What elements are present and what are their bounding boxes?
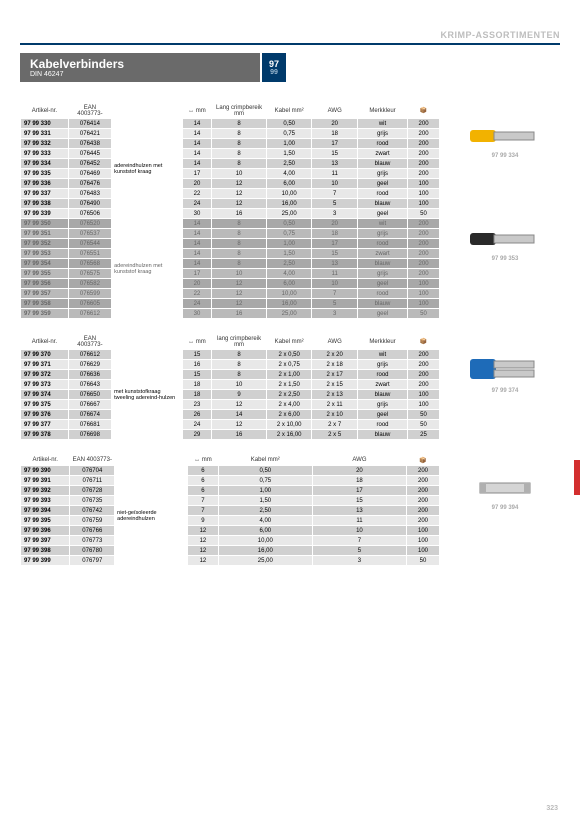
table-row: 97 99 35507657517104,0011grijs200 [21,269,440,279]
table-row: 97 99 339076506301625,003geel50 [21,209,440,219]
page-subtitle: DIN 46247 [30,71,250,78]
table-row: 97 99 3980767801216,005100 [21,546,440,556]
table-row: 97 99 3990767971225,00350 [21,556,440,566]
table-row: 97 99 3530765511481,5015zwart200 [21,249,440,259]
table-row: 97 99 37607667426142 x 6,002 x 10geel50 [21,410,440,420]
table-row: 97 99 3720766361582 x 1,002 x 17rood200 [21,370,440,380]
col-header: 📦 [408,334,440,350]
col-header: EAN 4003773- [68,103,111,119]
table-row: 97 99 39207672861,0017200 [21,486,440,496]
col-header: AWG [312,334,358,350]
table-row: 97 99 3710766291682 x 0,752 x 18grijs200 [21,360,440,370]
col-header: Artikel-nr. [21,103,69,119]
product-image-yellow-ferrule [470,122,540,150]
product-label-1: 97 99 334 [492,153,519,159]
table-row: 97 99 357076599221210,007rood100 [21,289,440,299]
product-label-4: 97 99 394 [492,505,519,511]
table-row: 97 99 396076766126,0010100 [21,526,440,536]
col-header [112,334,183,350]
col-header: Merkkleur [357,334,407,350]
table-row: 97 99 39507675994,0011200 [21,516,440,526]
product-label-3: 97 99 374 [492,388,519,394]
table-row: 97 99 35607658220126,0010geel100 [21,279,440,289]
col-header: Merkkleur [357,103,407,119]
col-header: AWG [312,103,358,119]
page-number: 323 [546,805,558,812]
col-header: 📦 [407,455,440,466]
col-header: ↔ mm [188,455,219,466]
table-row: 97 99 390076704niet-geïsoleerde adereind… [21,466,440,476]
table-row: 97 99 359076612301625,003geel50 [21,309,440,319]
product-label-2: 97 99 353 [492,256,519,262]
table-row: 97 99 3970767731210,007100 [21,536,440,546]
table-row: 97 99 358076605241216,005blauw100 [21,299,440,309]
table-row: 97 99 3330764451481,5015zwart200 [21,149,440,159]
col-header: 📦 [408,103,440,119]
product-image-blue-twin-ferrule [470,353,540,385]
table-row: 97 99 3340764521482,5013blauw200 [21,159,440,169]
product-image-black-ferrule [470,225,540,253]
table-row: 97 99 337076483221210,007rood100 [21,189,440,199]
table-row: 97 99 33607647620126,0010geel100 [21,179,440,189]
table-row: 97 99 37507666723122 x 4,002 x 11grijs10… [21,400,440,410]
product-image-uninsulated-ferrule [475,474,535,502]
col-header: ↔ mm [182,334,212,350]
page-title: Kabelverbinders [30,57,250,71]
table-row: 97 99 39407674272,5013200 [21,506,440,516]
table-row: 97 99 370076612met kunststofkraag tweeli… [21,350,440,360]
col-header: AWG [312,455,406,466]
col-header: Kabel mm² [266,334,312,350]
table-row: 97 99 3740766501892 x 2,502 x 13blauw100 [21,390,440,400]
col-header: Kabel mm² [266,103,312,119]
group-badge: 97 99 [262,53,286,82]
col-header: lang crimpbereik mm [212,334,267,350]
table-row: 97 99 39307673571,5015200 [21,496,440,506]
table-3: Artikel-nr.EAN 4003773- ↔ mmKabel mm²AWG📦… [20,454,440,566]
table-row: 97 99 3320764381481,0017rood200 [21,139,440,149]
col-header: ↔ mm [182,103,212,119]
table-row: 97 99 37807669829162 x 16,002 x 5blauw25 [21,430,440,440]
category-header: KRIMP-ASSORTIMENTEN [20,30,560,45]
table-row: 97 99 37707668124122 x 10,002 x 7rood50 [21,420,440,430]
table-row: 97 99 3540765681482,5013blauw200 [21,259,440,269]
table-row: 97 99 3520765441481,0017rood200 [21,239,440,249]
table-row: 97 99 3310764211480,7518grijs200 [21,129,440,139]
col-header: Kabel mm² [218,455,312,466]
table-row: 97 99 39107671160,7518200 [21,476,440,486]
table-row: 97 99 3510765371480,7518grijs200 [21,229,440,239]
table-row: 97 99 330076414adereindhulzen met kunsts… [21,119,440,129]
table-2: Artikel-nr.EAN 4003773- ↔ mmlang crimpber… [20,333,440,440]
col-header: Artikel-nr. [21,334,69,350]
col-header: Lang crimpbereik mm [212,103,267,119]
table-row: 97 99 338076490241216,005blauw100 [21,199,440,209]
table-row: 97 99 350076520adereindhulzen met kunsts… [21,219,440,229]
col-header: EAN 4003773- [70,455,115,466]
col-header [115,455,188,466]
section-tab [574,460,580,495]
col-header [112,103,183,119]
col-header: Artikel-nr. [21,455,70,466]
table-1a: Artikel-nr.EAN 4003773- ↔ mmLang crimpber… [20,102,440,319]
table-row: 97 99 33507646917104,0011grijs200 [21,169,440,179]
table-row: 97 99 37307664318102 x 1,502 x 15zwart20… [21,380,440,390]
title-bar: Kabelverbinders DIN 46247 97 99 [20,53,560,82]
col-header: EAN 4003773- [68,334,111,350]
